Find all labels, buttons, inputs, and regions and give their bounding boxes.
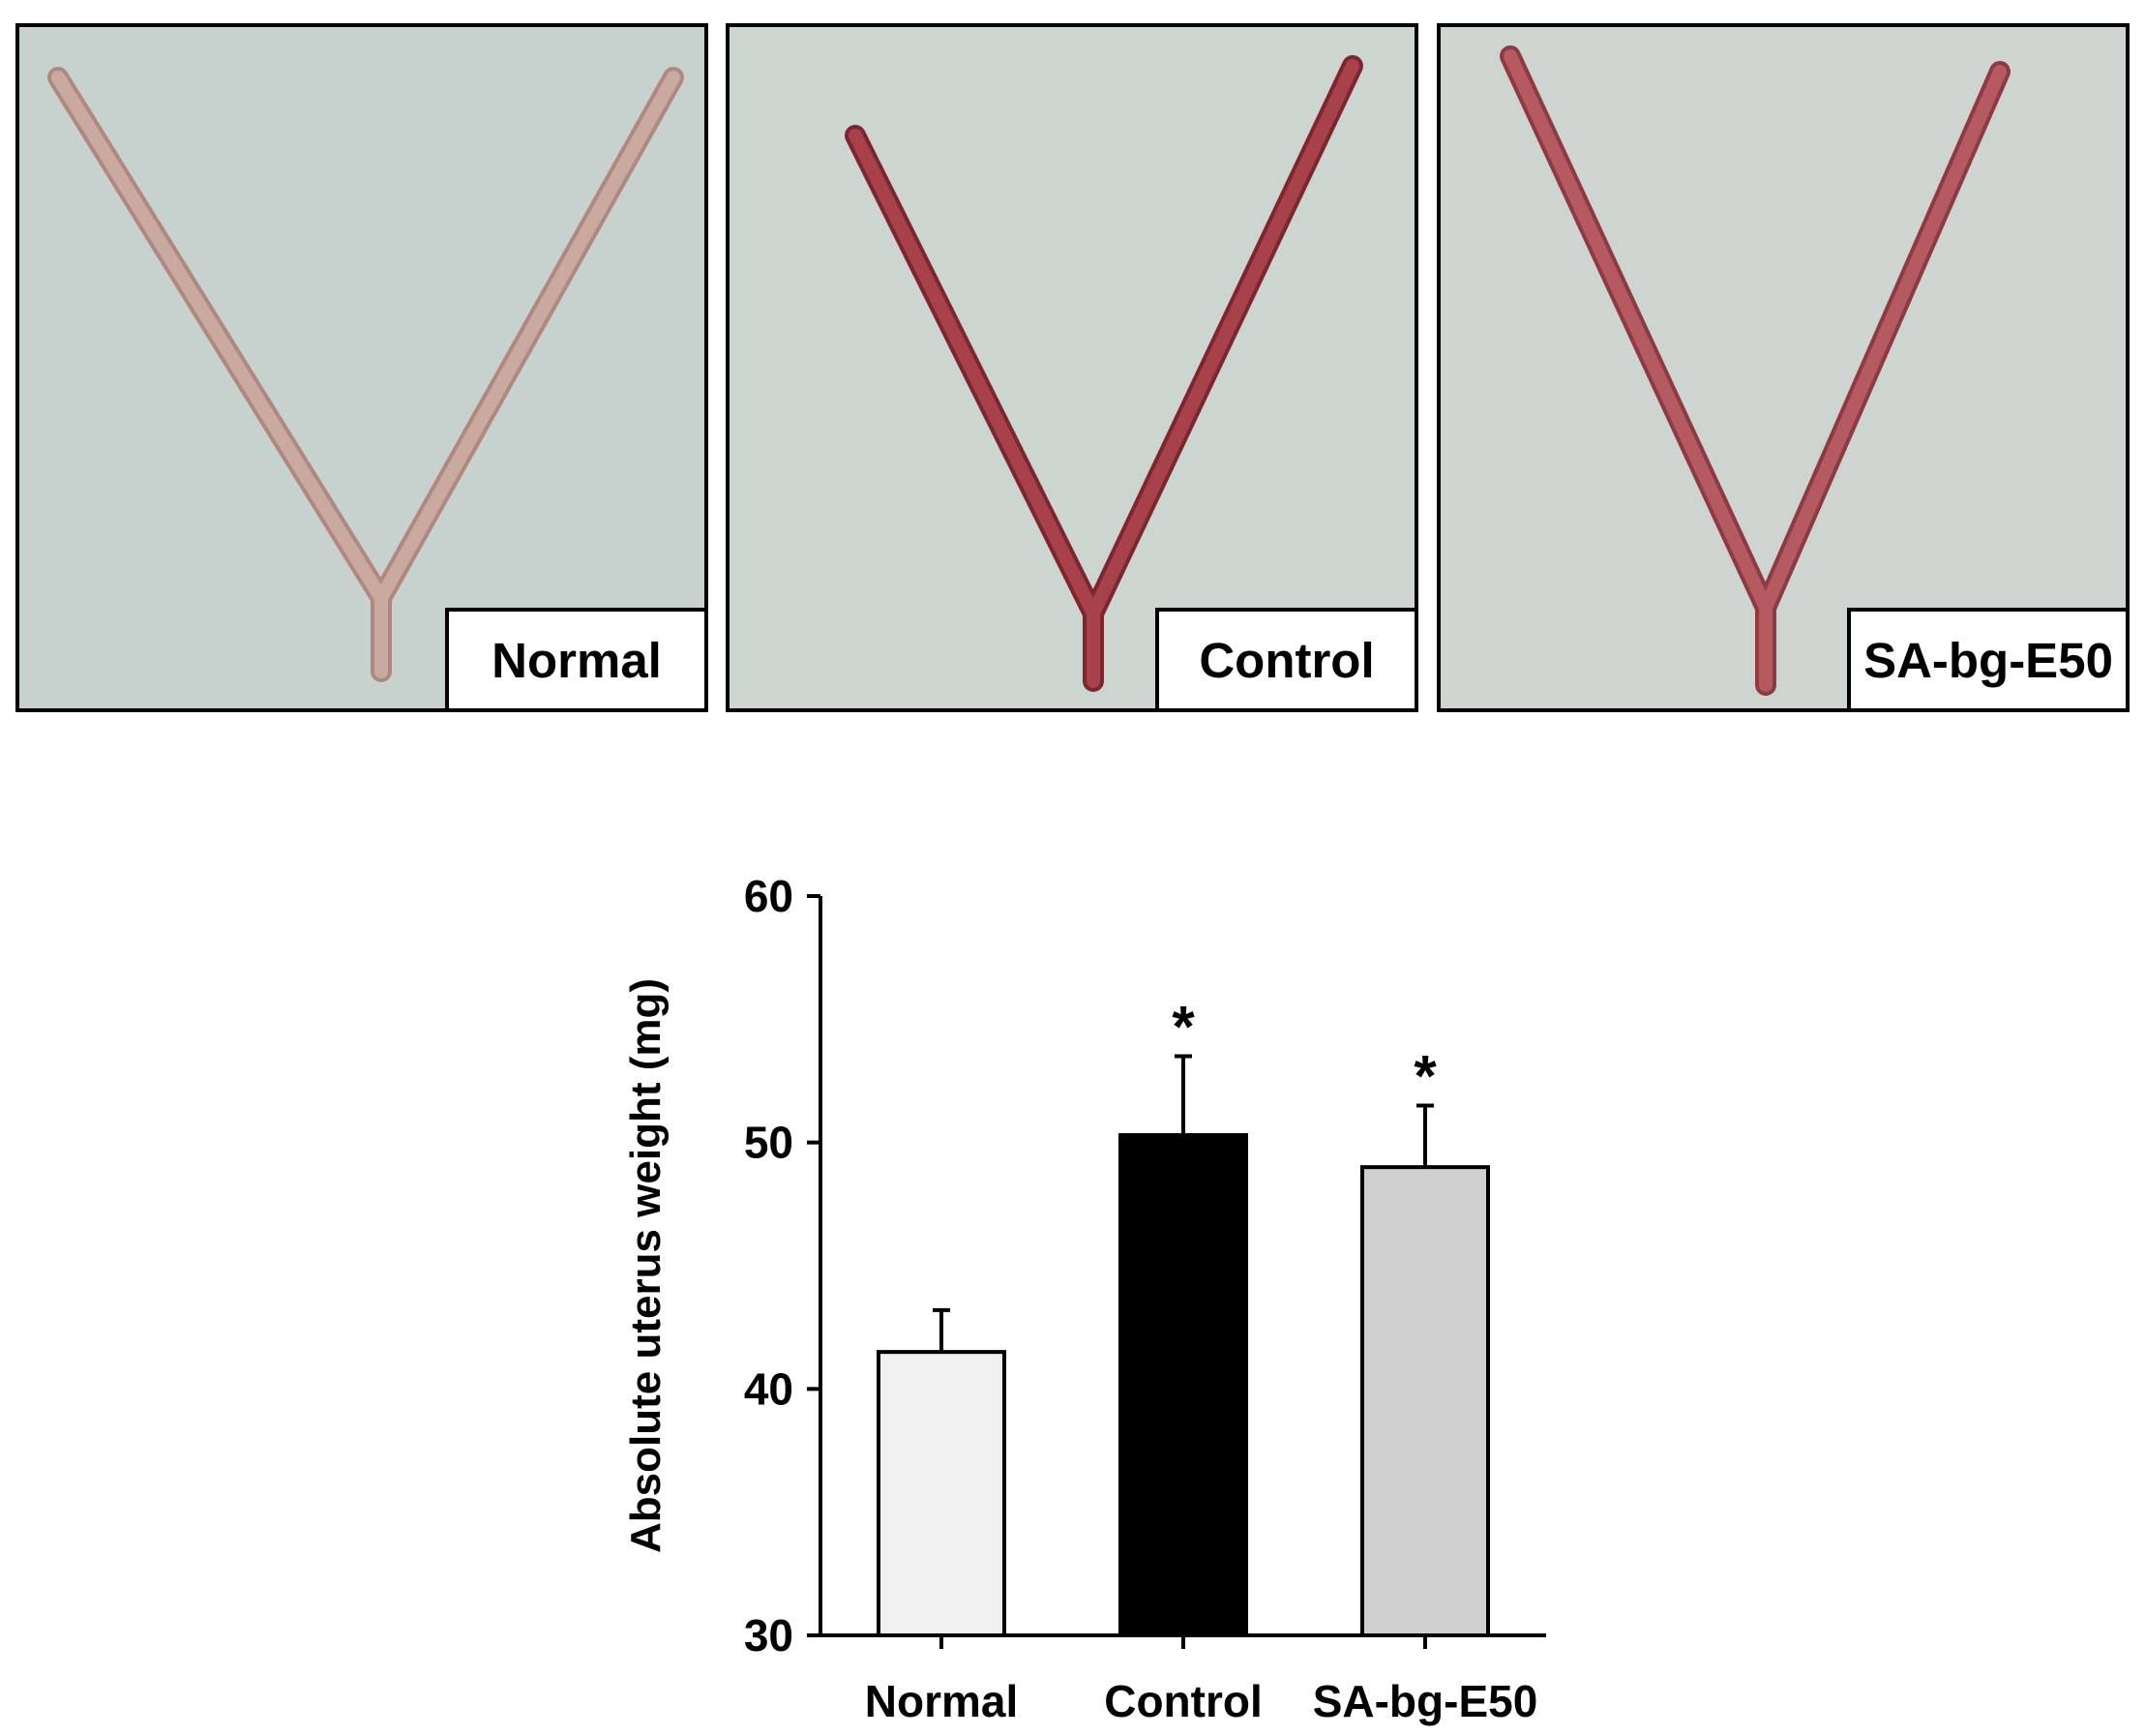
- bar: [877, 1350, 1006, 1637]
- uterus-photo-sa-bg-e50: [1441, 27, 2126, 708]
- y-tick-label: 60: [744, 871, 793, 921]
- x-tick-label: Control: [1104, 1676, 1263, 1726]
- panel-label-normal: Normal: [445, 608, 704, 708]
- y-tick-label: 30: [744, 1610, 793, 1661]
- y-tick-label: 50: [744, 1118, 793, 1168]
- bar: [1360, 1165, 1490, 1637]
- photo-background: [730, 27, 1415, 708]
- uterus-photo-control: [730, 27, 1415, 708]
- uterus-photo-normal: [19, 27, 704, 708]
- uterus-tissue: [51, 71, 680, 678]
- uterus-tissue: [849, 59, 1359, 688]
- y-tick-label: 40: [744, 1363, 793, 1414]
- panel-label-sa-bg-e50: SA-bg-E50: [1847, 608, 2126, 708]
- significance-marker: *: [1172, 995, 1195, 1060]
- y-axis-label: Absolute uterus weight (mg): [622, 978, 670, 1553]
- x-tick-label: SA-bg-E50: [1313, 1676, 1538, 1726]
- uterus-tissue: [1504, 49, 2007, 692]
- significance-marker: *: [1414, 1043, 1437, 1108]
- photo-background: [19, 27, 704, 708]
- photo-panel-sa-bg-e50: SA-bg-E50: [1437, 23, 2130, 712]
- panel-label-control: Control: [1155, 608, 1415, 708]
- photo-panel-control: Control: [726, 23, 1418, 712]
- photo-panel-normal: Normal: [15, 23, 708, 712]
- x-tick-label: Normal: [865, 1676, 1018, 1726]
- bar: [1118, 1133, 1248, 1637]
